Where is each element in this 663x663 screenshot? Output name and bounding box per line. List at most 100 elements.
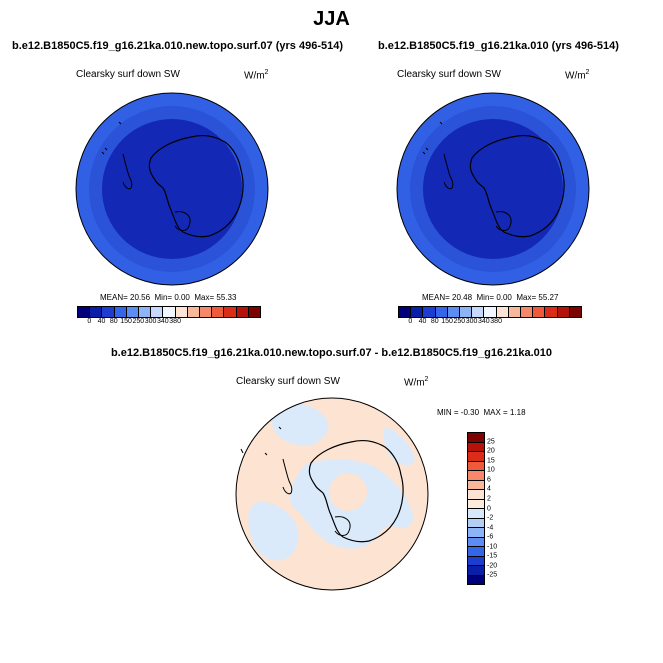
diff-negative-regions <box>248 403 415 561</box>
colorbar-box <box>569 307 582 317</box>
colorbar-box <box>557 307 570 317</box>
islands-marks <box>240 426 282 456</box>
panel-left-units: W/m2 <box>244 69 269 82</box>
colorbar-box <box>472 307 485 317</box>
ross-ice-shelf <box>174 211 191 231</box>
colorbar-box <box>484 307 497 317</box>
colorbar-box <box>460 307 473 317</box>
colorbar-tick-label: 250 <box>132 318 145 325</box>
colorbar-tick-label: 4 <box>487 485 491 493</box>
colorbar-tick-label: -4 <box>487 524 494 532</box>
colorbar-box <box>468 537 484 547</box>
colorbar-box <box>139 307 152 317</box>
antarctica-coastline <box>469 135 565 238</box>
antarctica-coastline <box>308 440 404 543</box>
colorbar-tick-label: 6 <box>487 476 491 484</box>
panel-left-polar-map <box>75 92 269 286</box>
colorbar-box <box>521 307 534 317</box>
colorbar-tick-label: 150 <box>120 318 132 325</box>
colorbar-box <box>468 442 484 452</box>
colorbar-tick-label: 2 <box>487 495 491 503</box>
colorbar-tick-label: -15 <box>487 552 498 560</box>
colorbar-tick-label: 340 <box>478 318 490 325</box>
islands-marks <box>101 121 122 155</box>
colorbar-boxes <box>467 432 485 585</box>
colorbar-tick-label: 300 <box>144 318 157 325</box>
colorbar-boxes <box>77 306 261 318</box>
map-inner-disk <box>102 119 242 259</box>
colorbar-box <box>411 307 424 317</box>
colorbar-box <box>114 307 127 317</box>
colorbar-tick-label: 380 <box>490 318 502 325</box>
islands-marks <box>422 121 443 155</box>
colorbar-box <box>163 307 176 317</box>
colorbar-box <box>126 307 140 317</box>
colorbar-tick-label: 340 <box>157 318 169 325</box>
antarctic-peninsula <box>282 458 293 495</box>
colorbar-box <box>248 307 261 317</box>
colorbar-box <box>496 307 509 317</box>
colorbar-box <box>435 307 448 317</box>
colorbar-tick-label: 150 <box>441 318 453 325</box>
colorbar-box <box>468 461 484 471</box>
colorbar-box <box>224 307 237 317</box>
ross-ice-shelf <box>495 211 512 231</box>
colorbar-tick-label: 25 <box>487 438 495 446</box>
colorbar-box <box>468 480 484 490</box>
colorbar-box <box>468 509 484 519</box>
antarctica-coastline <box>148 135 244 238</box>
colorbar-box <box>545 307 558 317</box>
diff-region-east <box>383 427 415 466</box>
colorbar-tick-label: 0 <box>487 505 491 512</box>
diff-hole-positive <box>329 473 367 511</box>
colorbar-box <box>399 307 412 317</box>
colorbar-tick-label: 0 <box>408 318 413 325</box>
colorbar-box <box>200 307 213 317</box>
panel-diff-case-title: b.e12.B1850C5.f19_g16.21ka.010.new.topo.… <box>110 347 553 359</box>
colorbar-box <box>102 307 115 317</box>
colorbar-tick-label: 40 <box>418 318 427 325</box>
colorbar-tick-label: 250 <box>453 318 466 325</box>
colorbar-tick-label: -25 <box>487 571 498 579</box>
colorbar-tick-label: 10 <box>487 466 495 474</box>
colorbar-tick-label: 15 <box>487 457 495 465</box>
panel-diff-variable-label: Clearsky surf down SW <box>236 376 340 387</box>
colorbar-box <box>508 307 522 317</box>
colorbar-box <box>468 528 484 538</box>
colorbar-tick-label: 300 <box>465 318 478 325</box>
panel-right-colorbar: 0 40 80 150 250 300 340 380 <box>398 306 582 328</box>
colorbar-box <box>187 307 201 317</box>
colorbar-tick-label: 80 <box>430 318 439 325</box>
antarctic-peninsula <box>122 153 133 190</box>
colorbar-box <box>533 307 546 317</box>
panel-right-variable-label: Clearsky surf down SW <box>397 69 501 80</box>
colorbar-box <box>468 433 484 443</box>
colorbar-boxes <box>398 306 582 318</box>
colorbar-box <box>423 307 436 317</box>
colorbar-box <box>468 556 484 566</box>
colorbar-box <box>90 307 103 317</box>
colorbar-tick-label: -2 <box>487 514 494 522</box>
panel-left-colorbar: 0 40 80 150 250 300 340 380 <box>77 306 261 328</box>
colorbar-tick-label: -20 <box>487 562 498 570</box>
panel-right-case-title: b.e12.B1850C5.f19_g16.21ka.010 (yrs 496-… <box>378 40 619 52</box>
colorbar-box <box>468 566 484 576</box>
panel-left-stats: MEAN= 20.56 Min= 0.00 Max= 55.33 <box>100 293 237 302</box>
colorbar-box <box>468 518 484 528</box>
panel-right-polar-map <box>396 92 590 286</box>
diff-region-northwest <box>271 403 329 446</box>
colorbar-box <box>468 575 484 584</box>
colorbar-tick-label: 20 <box>487 447 495 455</box>
panel-diff-units: W/m2 <box>404 376 429 389</box>
panel-left-variable-label: Clearsky surf down SW <box>76 69 180 80</box>
colorbar-box <box>447 307 461 317</box>
colorbar-box <box>212 307 225 317</box>
colorbar-box <box>468 499 484 509</box>
ross-ice-shelf <box>334 516 351 536</box>
colorbar-tick-label: 0 <box>87 318 92 325</box>
panel-diff-colorbar: 25 20 15 10 6 4 2 0 -2 -4 -6 -10 -15 -20 -25 <box>467 432 527 585</box>
panel-diff-stats: MIN = -0.30 MAX = 1.18 <box>437 408 526 417</box>
colorbar-tick-label: 380 <box>169 318 181 325</box>
main-title: JJA <box>313 8 350 30</box>
colorbar-box <box>151 307 164 317</box>
